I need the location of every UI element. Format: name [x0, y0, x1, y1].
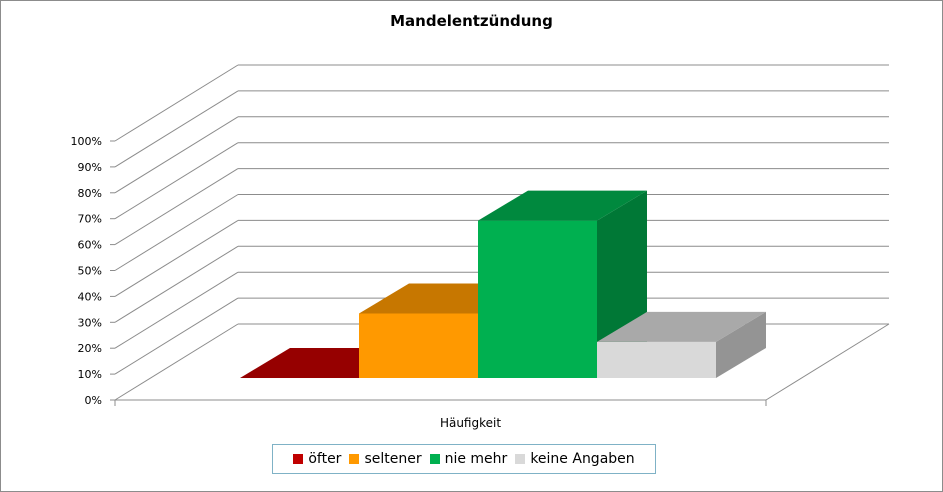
- y-tick-label: 10%: [78, 368, 102, 381]
- gridline-side: [114, 116, 239, 194]
- y-tick-label: 50%: [78, 265, 102, 278]
- y-tick-label: 80%: [78, 187, 102, 200]
- gridline-side: [114, 245, 239, 323]
- bar-keine-angaben-side: [716, 311, 766, 378]
- y-tick-label: 70%: [78, 213, 102, 226]
- legend-label: nie mehr: [444, 451, 508, 467]
- bar-nie-mehr: [478, 220, 597, 378]
- bar-keine-angaben-top: [597, 311, 766, 342]
- legend-label: öfter: [308, 451, 342, 467]
- chart-title: Mandelentzündung: [390, 12, 553, 30]
- legend-item: seltener: [349, 451, 422, 467]
- x-category-label: Häufigkeit: [440, 416, 501, 430]
- gridline-side: [114, 168, 239, 246]
- legend-item: nie mehr: [429, 451, 508, 467]
- y-tick-label: 0%: [85, 394, 102, 407]
- legend: öfter seltener nie mehr keine Angaben: [272, 444, 656, 474]
- gridline-side: [114, 64, 239, 142]
- bar-seltener: [359, 313, 478, 378]
- gridline-side: [114, 323, 239, 401]
- legend-label: keine Angaben: [530, 451, 635, 467]
- legend-item: öfter: [293, 451, 341, 467]
- y-tick-label: 30%: [78, 316, 102, 329]
- y-tick-label: 20%: [78, 342, 102, 355]
- y-tick-label: 60%: [78, 239, 102, 252]
- floor-right-edge: [765, 323, 890, 401]
- gridline-side: [114, 271, 239, 349]
- bar-nie-mehr-top: [478, 190, 647, 221]
- legend-swatch: [293, 454, 304, 464]
- gridline-side: [114, 219, 239, 297]
- legend-swatch: [515, 454, 526, 464]
- y-tick-label: 90%: [78, 161, 102, 174]
- gridline-side: [114, 142, 239, 220]
- bar-keine-angaben: [597, 341, 716, 378]
- gridline-side: [114, 90, 239, 168]
- gridline-side: [114, 297, 239, 375]
- y-tick-label: 40%: [78, 290, 102, 303]
- legend-swatch: [349, 454, 360, 464]
- legend-item: keine Angaben: [515, 451, 635, 467]
- legend-label: seltener: [364, 451, 422, 467]
- legend-swatch: [429, 454, 440, 464]
- gridline-side: [114, 194, 239, 271]
- y-tick-label: 100%: [71, 135, 102, 148]
